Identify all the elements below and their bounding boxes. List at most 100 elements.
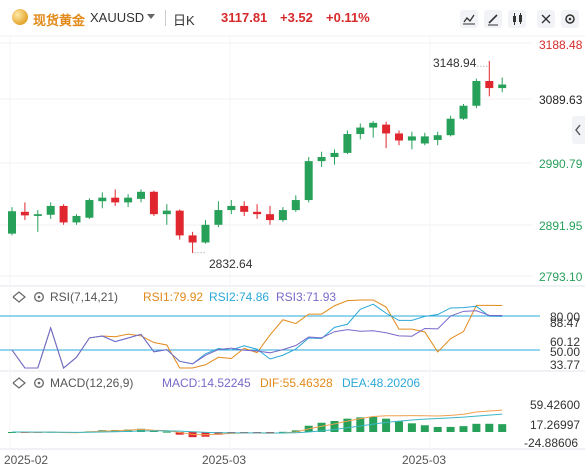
candle-up bbox=[356, 127, 365, 135]
macd-bar-up bbox=[162, 431, 171, 433]
low-price-label: 2832.64 bbox=[209, 257, 253, 271]
macd-bar-up bbox=[459, 426, 468, 432]
macd-bar-up bbox=[472, 423, 481, 432]
gold-coin-icon bbox=[12, 9, 28, 25]
indicator-button[interactable] bbox=[460, 10, 478, 28]
chart-header: 现货黄金 XAUUSD 日K 3117.81 +3.52 +0.11% bbox=[0, 0, 585, 36]
price-axis-label-top: 3188.48 bbox=[539, 38, 583, 52]
rsi-axis-label: 60.12 bbox=[550, 335, 581, 349]
visibility-toggle[interactable] bbox=[12, 376, 26, 394]
candle-up bbox=[46, 205, 55, 215]
price-axis-label: 2990.79 bbox=[539, 157, 583, 171]
rsi1-line bbox=[11, 299, 503, 369]
candle-up bbox=[472, 80, 481, 106]
macd-axis-label: -24.88606 bbox=[524, 436, 579, 450]
chevron-left-icon bbox=[575, 124, 581, 136]
candle-up bbox=[137, 191, 145, 199]
candle-up bbox=[291, 200, 300, 211]
rsi2-line bbox=[11, 303, 503, 369]
draw-icon bbox=[488, 14, 498, 26]
macd-bar-up bbox=[446, 426, 455, 432]
rsi-axis-label: 80.00 bbox=[550, 310, 581, 324]
price-axis-label: 3089.63 bbox=[539, 93, 583, 107]
rsi-title[interactable]: RSI(7,14,21) bbox=[50, 290, 119, 304]
candle-up bbox=[407, 136, 416, 141]
candle-down bbox=[175, 210, 184, 236]
candle-up bbox=[8, 211, 16, 234]
candle-up bbox=[330, 152, 339, 158]
candle-down bbox=[485, 80, 494, 89]
header-divider bbox=[165, 10, 166, 26]
rsi-settings-button[interactable] bbox=[33, 290, 45, 308]
candlestick-icon bbox=[513, 13, 522, 25]
symbol-code[interactable]: XAUUSD bbox=[90, 10, 145, 25]
gear-icon bbox=[565, 14, 575, 24]
macd-bar-down bbox=[214, 432, 223, 435]
candle-up bbox=[433, 135, 442, 140]
candle-down bbox=[20, 211, 29, 216]
price-change-pct: +0.11% bbox=[326, 10, 370, 25]
macd-bar-up bbox=[356, 417, 365, 432]
macd-settings-button[interactable] bbox=[33, 376, 45, 394]
time-axis-label: 2025-03 bbox=[202, 453, 247, 467]
rsi3-value: RSI3:71.93 bbox=[276, 290, 337, 304]
fullscreen-button[interactable] bbox=[537, 10, 555, 28]
macd-axis-label: 17.26997 bbox=[530, 418, 581, 432]
candle-up bbox=[124, 197, 133, 203]
macd-title[interactable]: MACD(12,26,9) bbox=[50, 376, 134, 390]
period-selector[interactable]: 日K bbox=[173, 13, 195, 28]
candle-up bbox=[446, 118, 455, 136]
macd-bar-up bbox=[343, 418, 352, 432]
dea-line bbox=[11, 413, 503, 434]
last-price: 3117.81 bbox=[221, 10, 268, 25]
macd-value: MACD:14.52245 bbox=[162, 376, 251, 390]
eye-icon bbox=[12, 377, 26, 389]
macd-bar-up bbox=[407, 423, 416, 432]
candle-up bbox=[72, 215, 81, 223]
visibility-toggle[interactable] bbox=[12, 290, 26, 308]
rsi-axis-label: 88.47 bbox=[550, 316, 581, 330]
candle-down bbox=[188, 235, 197, 243]
indicator-icon bbox=[463, 14, 475, 25]
macd-bar-down bbox=[175, 432, 184, 435]
rsi2-value: RSI2:74.86 bbox=[209, 290, 270, 304]
candle-up bbox=[317, 157, 326, 162]
candle-down bbox=[59, 205, 68, 223]
candle-up bbox=[227, 205, 236, 211]
macd-bar-up bbox=[124, 429, 133, 432]
chart-grid bbox=[0, 35, 585, 450]
fullscreen-icon bbox=[541, 14, 551, 24]
candle-up bbox=[162, 210, 171, 215]
candle-down bbox=[149, 191, 158, 215]
price-axis-label: 2793.10 bbox=[539, 270, 583, 284]
macd-bar-up bbox=[433, 426, 442, 432]
time-axis-label: 2025-02 bbox=[4, 453, 49, 467]
candle-up bbox=[369, 122, 378, 128]
rsi-axis-label: 50.00 bbox=[550, 345, 581, 359]
macd-bar-up bbox=[278, 431, 287, 433]
rsi-axis-label: 33.77 bbox=[550, 358, 581, 372]
symbol-name[interactable]: 现货黄金 bbox=[33, 13, 86, 28]
candle-down bbox=[253, 211, 262, 215]
rsi3-line bbox=[11, 310, 503, 369]
rsi-lines bbox=[0, 299, 540, 369]
candle-up bbox=[343, 134, 352, 153]
candle-up bbox=[420, 136, 429, 144]
high-price-label: 3148.94 bbox=[433, 56, 477, 70]
draw-button[interactable] bbox=[484, 10, 502, 28]
eye-icon bbox=[12, 291, 26, 303]
candle-up bbox=[98, 197, 107, 202]
candle-down bbox=[382, 124, 391, 134]
candle-up bbox=[85, 200, 94, 218]
time-axis-label: 2025-03 bbox=[402, 453, 447, 467]
macd-bar-up bbox=[137, 428, 145, 432]
macd-bar-up bbox=[395, 421, 403, 432]
macd-axis-label: 59.42600 bbox=[530, 398, 581, 412]
collapse-panel-button[interactable] bbox=[572, 116, 585, 144]
chevron-down-icon[interactable] bbox=[147, 14, 155, 19]
settings-button[interactable] bbox=[561, 10, 579, 28]
candle-up bbox=[498, 84, 507, 89]
macd-bar-up bbox=[291, 430, 300, 432]
chart-type-button[interactable] bbox=[508, 10, 526, 28]
